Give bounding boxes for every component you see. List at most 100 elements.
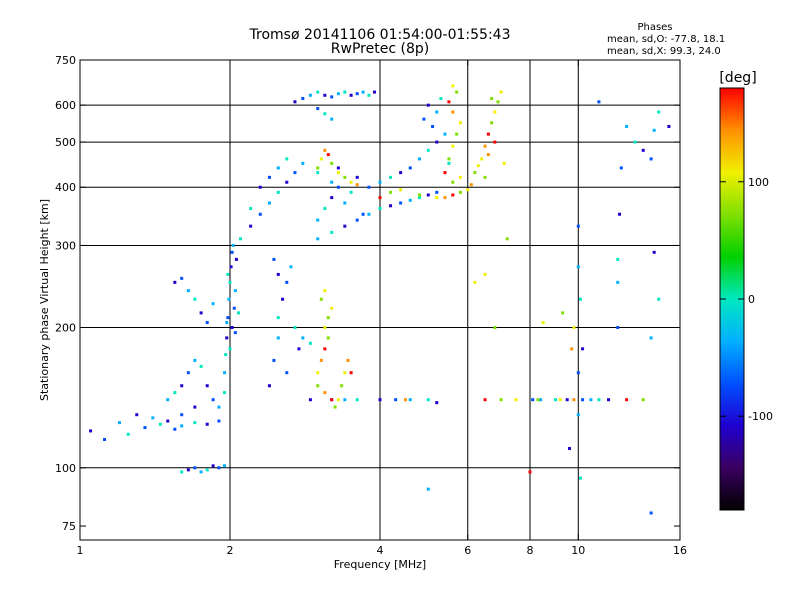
data-point: [289, 265, 293, 269]
data-point: [361, 212, 365, 216]
data-point: [417, 157, 421, 161]
data-point: [234, 257, 238, 261]
data-point: [389, 190, 393, 194]
data-point: [225, 321, 229, 325]
data-point: [276, 336, 280, 340]
data-point: [228, 347, 232, 351]
data-point: [473, 171, 477, 175]
data-point: [272, 358, 276, 362]
data-point: [319, 157, 323, 161]
data-point: [258, 185, 262, 189]
data-point: [657, 297, 661, 301]
data-points: [89, 84, 671, 515]
data-point: [316, 166, 320, 170]
data-point: [455, 90, 459, 94]
data-point: [539, 398, 543, 402]
data-point: [233, 331, 237, 335]
y-tick-label: 400: [55, 181, 76, 194]
data-point: [217, 405, 221, 409]
data-point: [597, 100, 601, 104]
data-point: [276, 316, 280, 320]
data-point: [180, 424, 184, 428]
data-point: [173, 427, 177, 431]
data-point: [180, 384, 184, 388]
data-point: [367, 185, 371, 189]
x-tick-label: 4: [377, 544, 384, 557]
data-point: [417, 193, 421, 197]
data-point: [301, 336, 305, 340]
data-point: [211, 464, 215, 468]
data-point: [451, 180, 455, 184]
y-tick-label: 600: [55, 99, 76, 112]
data-point: [258, 212, 262, 216]
data-point: [316, 171, 320, 175]
data-point: [272, 257, 276, 261]
data-point: [193, 358, 197, 362]
y-axis-label: Stationary phase Virtual Height [km]: [38, 199, 51, 401]
data-point: [502, 161, 506, 165]
data-point: [343, 224, 347, 228]
data-point: [443, 171, 447, 175]
data-point: [143, 426, 147, 430]
data-point: [578, 297, 582, 301]
data-point: [343, 175, 347, 179]
data-point: [499, 398, 503, 402]
data-point: [451, 110, 455, 114]
data-point: [466, 188, 470, 192]
y-tick-label: 750: [55, 54, 76, 67]
data-point: [408, 166, 412, 170]
data-point: [330, 117, 334, 121]
data-point: [285, 280, 289, 284]
data-point: [316, 218, 320, 222]
data-point: [285, 157, 289, 161]
data-point: [399, 188, 403, 192]
data-point: [435, 196, 439, 200]
data-point: [308, 398, 312, 402]
data-point: [199, 311, 203, 315]
data-point: [435, 140, 439, 144]
data-point: [135, 413, 139, 417]
data-point: [618, 212, 622, 216]
data-point: [249, 224, 253, 228]
data-point: [193, 466, 197, 470]
data-point: [330, 161, 334, 165]
data-point: [193, 297, 197, 301]
data-point: [570, 347, 574, 351]
data-point: [649, 336, 653, 340]
data-point: [217, 466, 221, 470]
data-point: [232, 306, 236, 310]
data-point: [367, 93, 371, 97]
data-point: [323, 347, 327, 351]
data-point: [576, 371, 580, 375]
data-point: [227, 297, 231, 301]
y-tick-label: 100: [55, 462, 76, 475]
data-point: [607, 398, 611, 402]
data-point: [652, 250, 656, 254]
chart-subtitle: RwPretec (8p): [331, 41, 429, 57]
data-point: [581, 398, 585, 402]
data-point: [224, 353, 228, 357]
data-point: [378, 180, 382, 184]
colorbar-ticks: 100 0 -100: [720, 176, 773, 423]
data-point: [578, 476, 582, 480]
data-point: [285, 371, 289, 375]
x-tick-label: 2: [227, 544, 234, 557]
data-point: [267, 175, 271, 179]
data-point: [319, 297, 323, 301]
data-point: [367, 212, 371, 216]
data-point: [226, 272, 230, 276]
data-point: [493, 140, 497, 144]
data-point: [483, 175, 487, 179]
data-point: [281, 297, 285, 301]
data-point: [408, 398, 412, 402]
data-point: [667, 124, 671, 128]
data-point: [231, 243, 235, 247]
data-point: [301, 161, 305, 165]
data-point: [616, 257, 620, 261]
data-point: [486, 132, 490, 136]
data-point: [426, 193, 430, 197]
data-point: [117, 421, 121, 425]
data-point: [572, 398, 576, 402]
stats-line-x: mean, sd,X: 99.3, 24.0: [607, 46, 721, 57]
